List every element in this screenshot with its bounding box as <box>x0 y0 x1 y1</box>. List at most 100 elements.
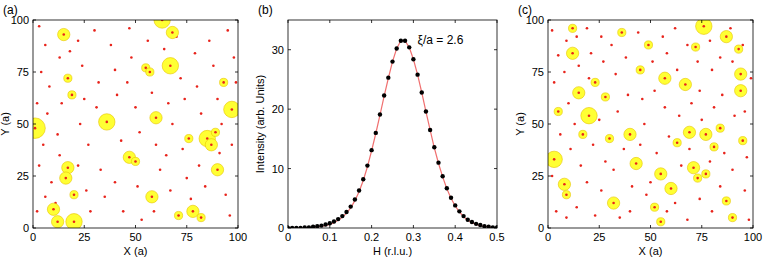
cluster-center <box>703 25 706 28</box>
site-dot <box>56 133 59 136</box>
y-tick-label: 75 <box>17 66 29 78</box>
plot-area <box>548 20 752 226</box>
data-point <box>449 195 453 199</box>
cluster-circle <box>630 157 642 169</box>
plot-area <box>288 39 497 228</box>
cluster-circle <box>591 78 599 86</box>
site-dot <box>224 193 227 196</box>
site-dot <box>190 198 193 201</box>
site-dot <box>668 135 671 138</box>
cluster-circle <box>562 191 570 199</box>
cluster-circle <box>702 170 710 178</box>
site-dot <box>641 98 644 101</box>
cluster-center <box>73 193 76 196</box>
x-tick-label: 50 <box>129 231 141 243</box>
data-point <box>407 45 411 49</box>
site-dot <box>48 85 51 88</box>
site-dot <box>709 40 712 43</box>
cluster-center <box>635 162 638 165</box>
site-dot <box>688 148 691 151</box>
site-dot <box>42 144 45 147</box>
site-dot <box>77 40 80 43</box>
cluster-center <box>577 92 580 95</box>
cluster-center <box>128 156 131 159</box>
data-point <box>340 214 344 218</box>
y-tick <box>33 20 36 21</box>
x-tick <box>33 225 34 228</box>
x-tick <box>497 20 498 23</box>
cluster-circle <box>700 128 712 140</box>
site-dot <box>218 152 221 155</box>
site-dot <box>130 56 133 59</box>
y-tick <box>33 124 36 125</box>
cluster-center <box>719 127 722 130</box>
cluster-circle <box>694 174 702 182</box>
site-dot <box>555 210 558 213</box>
site-dot <box>565 40 568 43</box>
cluster-circle <box>64 74 72 82</box>
x-tick <box>753 20 754 23</box>
site-dot <box>719 185 722 188</box>
cluster-center <box>149 71 152 74</box>
data-point <box>428 128 432 132</box>
data-point <box>420 90 424 94</box>
data-point <box>332 219 336 223</box>
site-dot <box>698 89 701 92</box>
y-tick-label: 0 <box>538 222 544 234</box>
site-dot <box>729 27 732 30</box>
cluster-center <box>594 81 597 84</box>
site-dot <box>723 152 726 155</box>
site-dot <box>643 123 646 126</box>
site-dot <box>38 25 41 28</box>
x-tick <box>371 20 372 23</box>
data-point <box>399 39 403 43</box>
plot-frame <box>548 20 753 228</box>
cluster-circle <box>659 72 671 84</box>
data-point <box>453 203 457 207</box>
site-dot <box>686 44 689 47</box>
y-tick-label: 10 <box>272 163 284 175</box>
cluster-circle <box>174 211 182 219</box>
y-tick <box>494 109 497 110</box>
site-dot <box>741 44 744 47</box>
y-axis-label: Y (a) <box>514 112 526 136</box>
cluster-circle <box>211 128 219 136</box>
y-tick-label: 20 <box>272 103 284 115</box>
x-tick-label: 0.3 <box>406 231 421 243</box>
cluster-center <box>210 144 213 147</box>
site-dot <box>627 94 630 97</box>
cluster-circle <box>185 134 193 142</box>
y-tick <box>548 228 551 229</box>
site-dot <box>629 210 632 213</box>
y-tick <box>750 124 753 125</box>
y-tick <box>548 176 551 177</box>
site-dot <box>602 60 605 63</box>
data-point <box>495 225 497 228</box>
site-dot <box>159 168 162 171</box>
site-dot <box>44 44 47 47</box>
data-point <box>349 204 353 208</box>
y-tick <box>750 176 753 177</box>
data-point <box>411 57 415 61</box>
y-tick <box>235 124 238 125</box>
data-point <box>491 225 495 228</box>
site-dot <box>126 81 129 84</box>
data-point <box>390 59 394 63</box>
x-tick <box>33 20 34 23</box>
y-tick <box>750 20 753 21</box>
axes: 02550751000255075100X (a)Y (a)(c) <box>514 3 762 257</box>
site-dot <box>97 81 100 84</box>
cluster-center <box>222 81 225 84</box>
cluster-center <box>659 220 662 223</box>
cluster-center <box>694 46 697 49</box>
data-point <box>436 160 440 164</box>
site-dot <box>196 85 199 88</box>
site-dot <box>623 148 626 151</box>
site-dot <box>709 160 712 163</box>
site-dot <box>38 164 41 167</box>
site-dot <box>83 98 86 101</box>
site-dot <box>50 181 53 184</box>
site-dot <box>631 185 634 188</box>
site-dot <box>99 168 102 171</box>
site-dot <box>600 35 603 38</box>
